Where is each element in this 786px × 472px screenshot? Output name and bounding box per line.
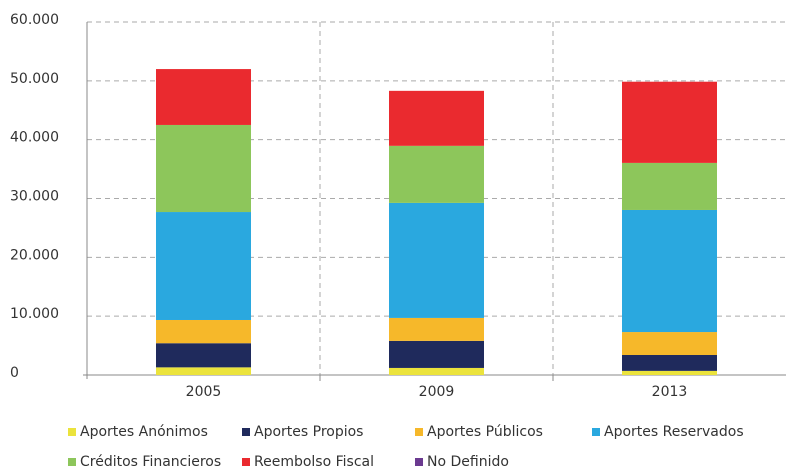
- y-tick-label: 20.000: [10, 247, 59, 263]
- bar-segment: [389, 202, 484, 318]
- legend-swatch: [242, 428, 250, 436]
- x-tick-label: 2013: [652, 384, 688, 400]
- bar-segment: [156, 367, 251, 375]
- legend-swatch: [68, 428, 76, 436]
- y-tick-label: 30.000: [10, 189, 59, 205]
- bar-segment: [389, 340, 484, 368]
- legend-swatch: [68, 458, 76, 466]
- bar-segment: [389, 90, 484, 146]
- legend-label: Aportes Públicos: [427, 424, 543, 440]
- bar-segment: [156, 69, 251, 125]
- legend-label: Reembolso Fiscal: [254, 454, 374, 468]
- bar-segment: [622, 332, 717, 355]
- y-tick-label: 0: [10, 365, 19, 381]
- legend-label: Aportes Reservados: [604, 424, 744, 440]
- legend-label: Aportes Anónimos: [80, 424, 208, 440]
- bar-segment: [622, 370, 717, 375]
- x-tick-label: 2009: [419, 384, 455, 400]
- bar-segment: [156, 124, 251, 213]
- legend-label: Aportes Propios: [254, 424, 363, 440]
- legend-swatch: [592, 428, 600, 436]
- legend-swatch: [242, 458, 250, 466]
- bar-segment: [389, 317, 484, 341]
- legend-label: Créditos Financieros: [80, 454, 221, 468]
- y-tick-label: 10.000: [10, 306, 59, 322]
- bar-segment: [156, 319, 251, 344]
- bar-segment: [622, 354, 717, 371]
- bar-segment: [622, 81, 717, 163]
- bar-segment: [389, 367, 484, 375]
- y-tick-label: 40.000: [10, 130, 59, 146]
- legend-label: No Definido: [427, 454, 509, 468]
- y-tick-label: 50.000: [10, 71, 59, 87]
- x-tick-label: 2005: [186, 384, 222, 400]
- bar-segment: [622, 209, 717, 333]
- bar-segment: [156, 343, 251, 368]
- bar-segment: [156, 212, 251, 320]
- legend-swatch: [415, 428, 423, 436]
- bar-segment: [622, 162, 717, 210]
- legend-swatch: [415, 458, 423, 466]
- bar-segment: [389, 145, 484, 203]
- y-tick-label: 60.000: [10, 12, 59, 28]
